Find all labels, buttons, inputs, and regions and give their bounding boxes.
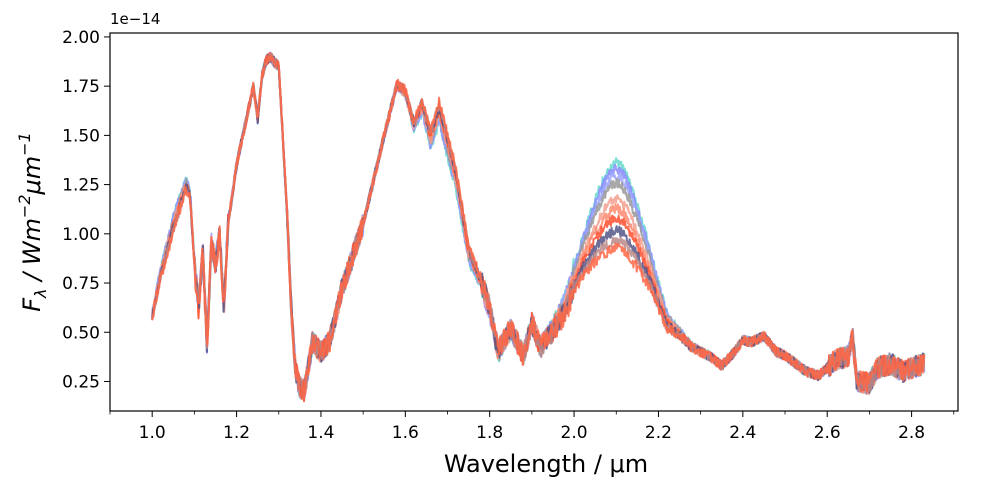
x-tick-label: 2.8 <box>898 423 925 443</box>
y-axis-label-rest: / Wm <box>18 218 46 288</box>
x-tick-label: 2.6 <box>814 423 841 443</box>
y-tick-label: 0.50 <box>62 323 100 343</box>
x-tick-label: 1.2 <box>223 423 250 443</box>
x-tick-label: 1.8 <box>476 423 503 443</box>
y-tick-label: 0.25 <box>62 372 100 392</box>
x-tick-label: 1.6 <box>392 423 419 443</box>
x-tick-label: 1.0 <box>139 423 166 443</box>
y-tick-label: 1.75 <box>62 77 100 97</box>
x-tick-label: 2.0 <box>561 423 588 443</box>
y-tick-label: 1.50 <box>62 126 100 146</box>
plot-frame <box>109 32 959 412</box>
series-line-model-10 <box>151 54 926 403</box>
ticks-layer: 1.0 1.2 1.4 1.6 1.8 2.0 2.2 2.4 2.6 2.8 0.25 0.50 0.… <box>62 28 955 443</box>
series-layer <box>151 51 926 403</box>
y-axis-label-main: F <box>18 297 46 312</box>
y-tick-label: 2.00 <box>62 28 100 48</box>
y-axis-label: Fλ / Wm−2μm−1 <box>15 132 50 312</box>
x-axis-label: Wavelength / μm <box>444 450 648 478</box>
x-tick-label: 2.4 <box>729 423 756 443</box>
y-axis-label-exp2: −1 <box>15 132 34 156</box>
y-axis-label-exp1: −2 <box>15 194 34 218</box>
y-axis-label-mid: μm <box>18 156 46 196</box>
y-tick-label: 0.75 <box>62 274 100 294</box>
x-tick-label: 1.4 <box>307 423 334 443</box>
y-tick-label: 1.25 <box>62 176 100 196</box>
x-tick-label: 2.2 <box>645 423 672 443</box>
y-axis-label-sub: λ <box>31 289 50 299</box>
y-offset-label: 1e−14 <box>110 10 160 28</box>
y-tick-label: 1.00 <box>62 225 100 245</box>
